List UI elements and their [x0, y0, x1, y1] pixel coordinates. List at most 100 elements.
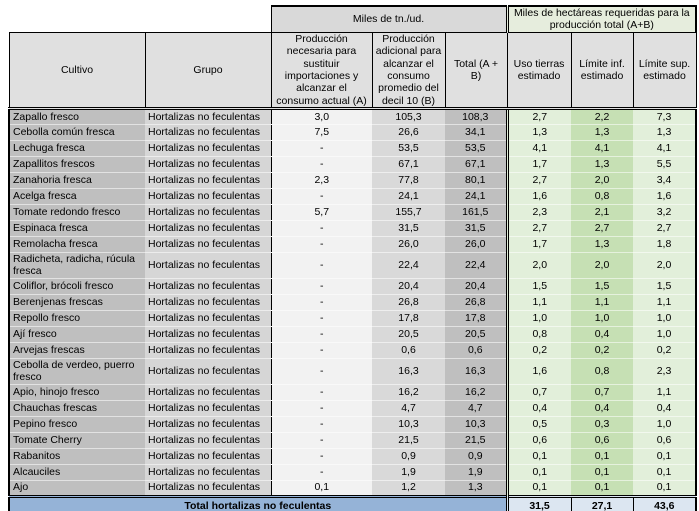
total-ab-cell: 16,3	[445, 358, 507, 384]
crop-name-cell: Rabanitos	[9, 448, 145, 464]
header-group-row: Miles de tn./ud. Miles de hectáreas requ…	[9, 6, 696, 32]
limite-sup-cell: 1,1	[633, 294, 696, 310]
total-ab-cell: 80,1	[445, 173, 507, 189]
table-row: Acelga fresca Hortalizas no feculentas -…	[9, 189, 696, 205]
total-ab-cell: 4,7	[445, 400, 507, 416]
prod-necesaria-cell: 7,5	[271, 125, 372, 141]
uso-tierras-cell: 4,1	[507, 141, 571, 157]
prod-necesaria-cell: -	[271, 253, 372, 279]
limite-sup-cell: 2,0	[633, 253, 696, 279]
uso-tierras-cell: 0,6	[507, 432, 571, 448]
crop-name-cell: Pepino fresco	[9, 416, 145, 432]
crop-name-cell: Cebolla de verdeo, puerro fresco	[9, 358, 145, 384]
prod-necesaria-cell: -	[271, 141, 372, 157]
header-produccion-adicional: Producción adicional para alcanzar el co…	[372, 32, 445, 108]
prod-necesaria-cell: -	[271, 237, 372, 253]
limite-inf-cell: 0,1	[571, 480, 633, 496]
uso-tierras-cell: 0,7	[507, 384, 571, 400]
group-cell: Hortalizas no feculentas	[145, 358, 271, 384]
prod-necesaria-cell: -	[271, 464, 372, 480]
limite-inf-cell: 0,1	[571, 448, 633, 464]
limite-inf-cell: 0,3	[571, 416, 633, 432]
table-row: Alcauciles Hortalizas no feculentas - 1,…	[9, 464, 696, 480]
limite-inf-cell: 2,2	[571, 109, 633, 125]
uso-tierras-cell: 2,7	[507, 173, 571, 189]
uso-tierras-cell: 2,3	[507, 205, 571, 221]
table-row: Tomate Cherry Hortalizas no feculentas -…	[9, 432, 696, 448]
prod-necesaria-cell: -	[271, 432, 372, 448]
total-ab-cell: 17,8	[445, 310, 507, 326]
table-row: Lechuga fresca Hortalizas no feculentas …	[9, 141, 696, 157]
uso-tierras-cell: 2,0	[507, 253, 571, 279]
limite-sup-cell: 4,1	[633, 141, 696, 157]
prod-adicional-cell: 155,7	[372, 205, 445, 221]
table-row: Chauchas frescas Hortalizas no feculenta…	[9, 400, 696, 416]
limite-inf-cell: 1,5	[571, 278, 633, 294]
limite-inf-cell: 0,8	[571, 358, 633, 384]
group-cell: Hortalizas no feculentas	[145, 253, 271, 279]
prod-necesaria-cell: -	[271, 157, 372, 173]
total-ab-cell: 0,9	[445, 448, 507, 464]
uso-tierras-cell: 1,6	[507, 358, 571, 384]
total-ab-cell: 24,1	[445, 189, 507, 205]
spreadsheet-sheet: Miles de tn./ud. Miles de hectáreas requ…	[0, 0, 699, 511]
crop-name-cell: Acelga fresca	[9, 189, 145, 205]
prod-necesaria-cell: 2,3	[271, 173, 372, 189]
uso-tierras-cell: 0,1	[507, 448, 571, 464]
prod-adicional-cell: 4,7	[372, 400, 445, 416]
table-row: Berenjenas frescas Hortalizas no feculen…	[9, 294, 696, 310]
group-cell: Hortalizas no feculentas	[145, 125, 271, 141]
crop-name-cell: Apio, hinojo fresco	[9, 384, 145, 400]
prod-adicional-cell: 1,2	[372, 480, 445, 496]
uso-tierras-cell: 0,1	[507, 464, 571, 480]
table-row: Ají fresco Hortalizas no feculentas - 20…	[9, 326, 696, 342]
uso-tierras-cell: 1,6	[507, 189, 571, 205]
crop-name-cell: Ají fresco	[9, 326, 145, 342]
prod-necesaria-cell: 5,7	[271, 205, 372, 221]
limite-inf-cell: 1,3	[571, 237, 633, 253]
limite-sup-cell: 0,1	[633, 480, 696, 496]
header-limite-inf: Límite inf. estimado	[571, 32, 633, 108]
total-ab-cell: 34,1	[445, 125, 507, 141]
group-cell: Hortalizas no feculentas	[145, 109, 271, 125]
prod-necesaria-cell: -	[271, 189, 372, 205]
blank-corner-cell	[9, 6, 271, 32]
group-cell: Hortalizas no feculentas	[145, 448, 271, 464]
prod-necesaria-cell: -	[271, 448, 372, 464]
prod-adicional-cell: 16,2	[372, 384, 445, 400]
prod-adicional-cell: 31,5	[372, 221, 445, 237]
prod-adicional-cell: 26,6	[372, 125, 445, 141]
total-ab-cell: 108,3	[445, 109, 507, 125]
limite-sup-cell: 2,3	[633, 358, 696, 384]
limite-inf-cell: 1,3	[571, 157, 633, 173]
total-uso-tierras-cell: 31,5	[507, 496, 571, 511]
limite-sup-cell: 1,6	[633, 189, 696, 205]
total-ab-cell: 31,5	[445, 221, 507, 237]
limite-inf-cell: 4,1	[571, 141, 633, 157]
group-cell: Hortalizas no feculentas	[145, 157, 271, 173]
limite-sup-cell: 0,1	[633, 464, 696, 480]
header-group-hectares: Miles de hectáreas requeridas para la pr…	[507, 6, 696, 32]
prod-adicional-cell: 20,5	[372, 326, 445, 342]
crop-name-cell: Zapallo fresco	[9, 109, 145, 125]
table-row: Repollo fresco Hortalizas no feculentas …	[9, 310, 696, 326]
prod-necesaria-cell: -	[271, 221, 372, 237]
crop-name-cell: Zapallitos frescos	[9, 157, 145, 173]
total-ab-cell: 1,9	[445, 464, 507, 480]
total-ab-cell: 21,5	[445, 432, 507, 448]
limite-inf-cell: 1,0	[571, 310, 633, 326]
table-row: Cebolla de verdeo, puerro fresco Hortali…	[9, 358, 696, 384]
crop-name-cell: Alcauciles	[9, 464, 145, 480]
total-limite-sup-cell: 43,6	[633, 496, 696, 511]
header-group-tons: Miles de tn./ud.	[271, 6, 507, 32]
header-limite-sup: Límite sup. estimado	[633, 32, 696, 108]
limite-inf-cell: 0,2	[571, 342, 633, 358]
total-ab-cell: 26,0	[445, 237, 507, 253]
limite-sup-cell: 1,5	[633, 278, 696, 294]
table-row: Cebolla común fresca Hortalizas no fecul…	[9, 125, 696, 141]
uso-tierras-cell: 0,5	[507, 416, 571, 432]
limite-sup-cell: 1,0	[633, 326, 696, 342]
prod-adicional-cell: 21,5	[372, 432, 445, 448]
total-ab-cell: 67,1	[445, 157, 507, 173]
prod-adicional-cell: 16,3	[372, 358, 445, 384]
